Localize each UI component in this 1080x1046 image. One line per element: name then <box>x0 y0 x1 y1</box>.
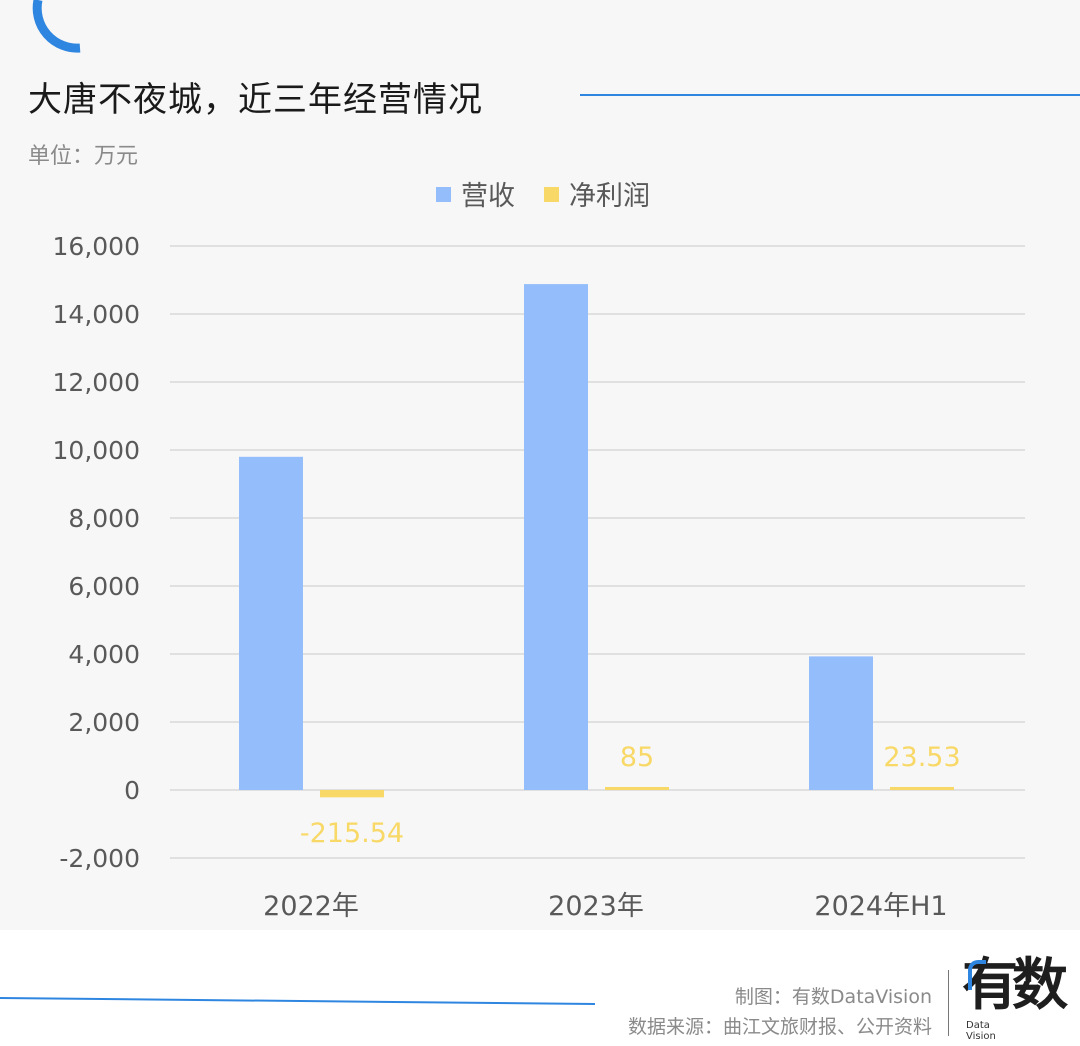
y-tick-label: 0 <box>124 776 140 805</box>
logo-accent-mark <box>968 960 986 990</box>
y-tick-label: 12,000 <box>53 368 140 397</box>
data-label: 23.53 <box>883 742 960 773</box>
footer-rule <box>0 997 596 1005</box>
y-tick-label: -2,000 <box>59 844 140 873</box>
legend-swatch <box>544 187 559 202</box>
corner-arc-decoration <box>32 0 81 53</box>
y-tick-label: 10,000 <box>53 436 140 465</box>
logo-subtext: Data Vision <box>964 1020 998 1042</box>
y-tick-label: 8,000 <box>68 504 140 533</box>
title-rule <box>580 94 1080 96</box>
legend-swatch <box>436 187 451 202</box>
y-axis-ticks: -2,000 0 2,000 4,000 6,000 8,000 10,000 12,000 1… <box>53 232 140 873</box>
y-tick-label: 6,000 <box>68 572 140 601</box>
y-tick-label: 2,000 <box>68 708 140 737</box>
y-tick-label: 16,000 <box>53 232 140 261</box>
bar-net-profit <box>605 787 669 790</box>
credit-made-by: 制图：有数DataVision <box>734 986 932 1008</box>
unit-label: 单位：万元 <box>28 144 139 169</box>
corner-arc-path <box>32 0 81 53</box>
x-axis-ticks: 2022年 2023年 2024年H1 <box>263 891 947 922</box>
bar-net-profit <box>320 790 384 798</box>
bar-revenue <box>524 284 588 790</box>
logo-sub-line2: Vision <box>966 1031 996 1042</box>
bar-revenue <box>239 456 303 790</box>
bar-revenue <box>809 656 873 790</box>
bar-net-profit <box>890 787 954 790</box>
chart-title: 大唐不夜城，近三年经营情况 <box>28 80 483 120</box>
gridlines <box>170 245 1025 859</box>
y-tick-label: 14,000 <box>53 300 140 329</box>
data-labels: -215.54 85 23.53 <box>300 742 961 849</box>
legend-label: 营收 <box>461 181 515 212</box>
credit-source: 数据来源：曲江文旅财报、公开资料 <box>627 1016 932 1038</box>
data-label: -215.54 <box>300 818 404 849</box>
data-label: 85 <box>620 742 654 773</box>
x-tick-label: 2024年H1 <box>814 891 947 922</box>
legend-label: 净利润 <box>569 181 650 212</box>
logo-divider <box>948 970 949 1036</box>
bar-chart: 营收 净利润 -2,000 0 2,000 4,000 6,000 8,000 10,000 1… <box>53 181 1025 922</box>
x-tick-label: 2023年 <box>548 891 644 922</box>
x-tick-label: 2022年 <box>263 891 359 922</box>
bars <box>239 284 954 798</box>
footer-rule-line <box>0 997 596 1005</box>
legend: 营收 净利润 <box>436 181 650 212</box>
y-tick-label: 4,000 <box>68 640 140 669</box>
logo-sub-line1: Data <box>966 1020 990 1031</box>
